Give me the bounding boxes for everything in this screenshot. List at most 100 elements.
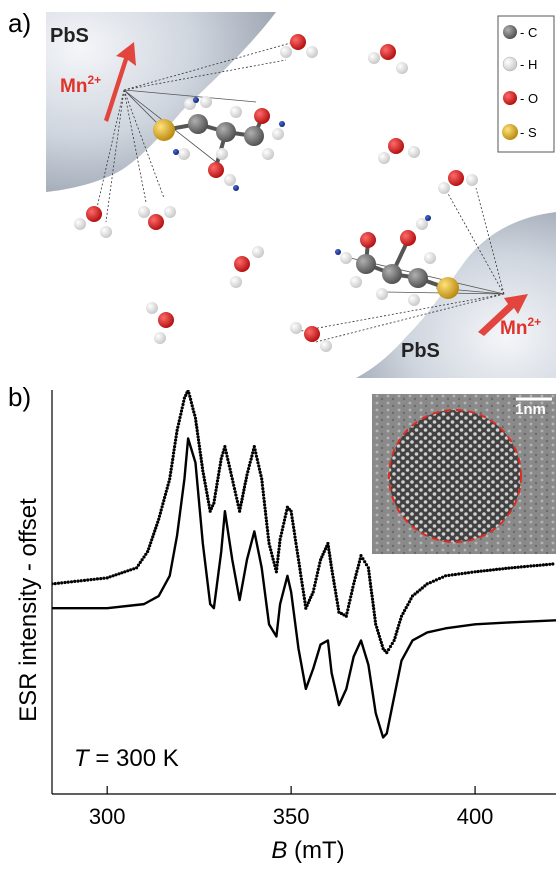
series-dot (76, 579, 80, 583)
series-dot (249, 457, 253, 461)
series-dot (69, 580, 74, 584)
series-dot (331, 572, 335, 576)
series-dot (197, 441, 201, 445)
series-dot (99, 577, 103, 581)
series-dot (235, 496, 239, 500)
series-dot (551, 562, 555, 566)
series-dot (292, 529, 296, 533)
series-dot (379, 640, 383, 645)
element-legend: - C - H - O - S (497, 15, 555, 153)
series-dot (126, 569, 130, 573)
series-dot (211, 504, 215, 508)
series-dot (240, 497, 244, 501)
series-dot (262, 496, 266, 500)
series-dot (437, 576, 442, 581)
series-dot (102, 576, 106, 580)
series-dot (204, 487, 208, 491)
series-dot (299, 577, 303, 581)
series-dot (356, 566, 360, 570)
series-dot (253, 448, 257, 452)
series-dot (173, 445, 177, 449)
temperature-annotation: T = 300 K (74, 745, 179, 772)
series-dot (261, 490, 265, 494)
series-dot (501, 567, 505, 571)
series-dot (434, 578, 438, 582)
series-dot (144, 552, 148, 556)
series-dot (176, 425, 180, 429)
series-dot (357, 563, 361, 567)
series-dot (245, 473, 249, 477)
pbs-label-top: PbS (50, 25, 89, 47)
series-dot (328, 554, 332, 558)
series-dot (193, 413, 197, 417)
series-dot (285, 508, 289, 512)
series-dot (369, 585, 373, 589)
series-dot (291, 522, 295, 526)
panel-label-b: b) (8, 382, 32, 412)
series-dot (277, 544, 281, 548)
series-dot (160, 505, 164, 509)
series-dot (353, 576, 357, 580)
series-dot (282, 521, 286, 525)
series-dot (431, 579, 435, 583)
series-dot (215, 482, 219, 486)
series-dot (322, 550, 326, 554)
series-dot (316, 571, 320, 575)
mercaptopropionic-molecule-icon (153, 96, 285, 191)
x-ticks: 300 350 400 (89, 786, 493, 829)
series-dot (397, 623, 401, 627)
series-dot (370, 597, 375, 601)
series-dot (318, 561, 322, 565)
series-dot (415, 590, 419, 594)
series-dot (169, 467, 173, 471)
series-dot (189, 397, 193, 401)
series-dot (380, 643, 384, 648)
series-dot (260, 480, 264, 484)
panel-label-a: a) (8, 8, 32, 38)
series-dot (274, 570, 278, 574)
series-dot (215, 479, 220, 483)
series-dot (108, 575, 112, 579)
series-dot (316, 567, 320, 571)
series-dot (358, 557, 362, 561)
series-dot (257, 464, 261, 468)
series-dot (192, 410, 196, 414)
series-dot (320, 555, 324, 559)
series-dot (73, 579, 77, 583)
series-dot (164, 489, 168, 493)
series-dot (544, 563, 549, 567)
series-dot (95, 577, 99, 581)
legend-label-s: - S (520, 125, 537, 140)
series-dot (232, 487, 237, 491)
series-dot (292, 525, 296, 529)
series-dot (264, 516, 268, 520)
series-dot (148, 544, 152, 548)
series-dot (532, 564, 536, 568)
series-dot (538, 563, 542, 567)
series-dot (280, 528, 284, 532)
molecular-scene: PbS PbS Mn2+ Mn2+ (46, 12, 556, 378)
nanocrystal-outline (388, 409, 522, 543)
series-dot (317, 564, 321, 568)
series-dot (306, 601, 310, 605)
scale-bar-label: 1nm (515, 401, 546, 418)
series-dot (188, 394, 192, 398)
series-dot (195, 425, 199, 430)
series-dot (334, 594, 338, 598)
series-dot (279, 534, 283, 538)
series-dot (187, 391, 191, 395)
series-dot (218, 463, 222, 467)
series-dot (367, 572, 371, 576)
series-dot (278, 537, 282, 542)
series-dot (293, 535, 297, 539)
series-dot (299, 574, 303, 578)
series-dot (290, 512, 294, 516)
series-dot (342, 613, 346, 617)
series-dot (182, 399, 186, 403)
series-dot (196, 432, 200, 436)
series-dot (207, 503, 211, 507)
series-dot (260, 477, 264, 481)
series-dot (219, 457, 223, 461)
series-dot (217, 473, 221, 477)
series-dot (541, 563, 546, 567)
